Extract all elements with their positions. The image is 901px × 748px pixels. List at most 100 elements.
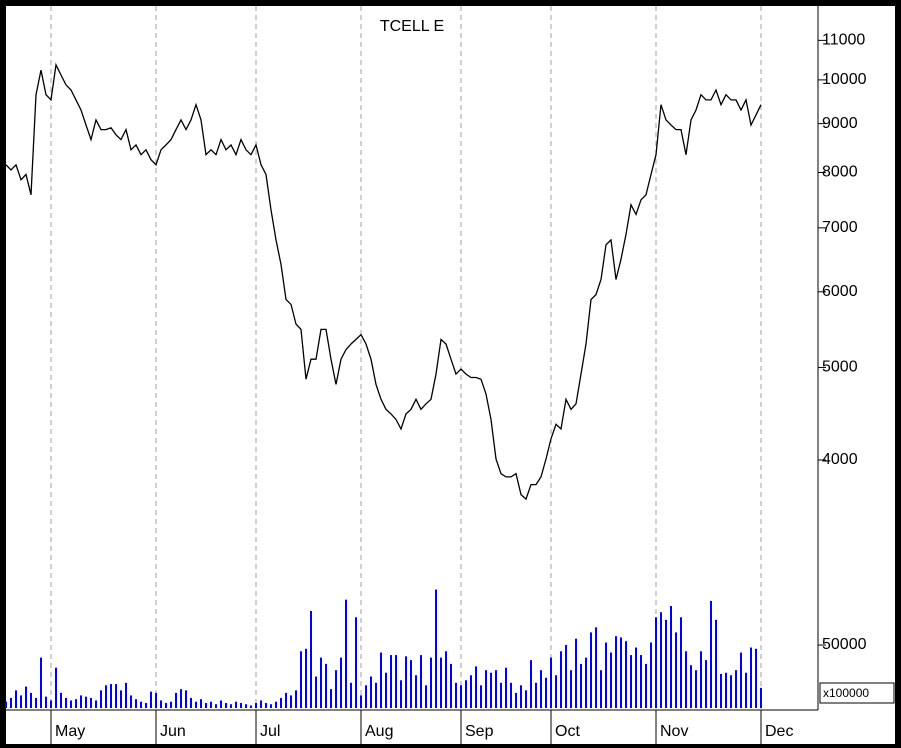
- volume-bar: [25, 686, 27, 708]
- volume-bar: [640, 655, 642, 708]
- volume-bar: [355, 617, 357, 708]
- volume-bar: [725, 672, 727, 708]
- volume-bar: [735, 670, 737, 708]
- volume-bar: [245, 704, 247, 708]
- volume-bar: [635, 647, 637, 708]
- volume-bar: [440, 657, 442, 708]
- volume-bar: [620, 637, 622, 708]
- volume-bar: [260, 700, 262, 708]
- volume-bar: [85, 696, 87, 708]
- volume-bar: [595, 627, 597, 708]
- volume-bar: [230, 704, 232, 708]
- volume-bar: [650, 642, 652, 708]
- x-tick-label: Jul: [260, 723, 280, 740]
- volume-bar: [175, 692, 177, 708]
- volume-bar: [450, 663, 452, 708]
- volume-bar: [150, 691, 152, 708]
- volume-bar: [370, 676, 372, 708]
- axis-label: x100000: [823, 686, 869, 700]
- volume-bar: [225, 702, 227, 708]
- volume-bar: [10, 697, 12, 708]
- volume-bar: [55, 667, 57, 708]
- y-tick-label: 6000: [822, 283, 858, 300]
- volume-bar: [515, 692, 517, 708]
- volume-bar: [645, 663, 647, 708]
- volume-bar: [590, 632, 592, 708]
- volume-bar: [600, 670, 602, 708]
- volume-bar: [65, 697, 67, 708]
- volume-bar: [5, 701, 7, 708]
- volume-bar: [135, 699, 137, 708]
- volume-bar: [455, 682, 457, 708]
- volume-bar: [340, 657, 342, 708]
- volume-bar: [535, 682, 537, 708]
- volume-bar: [125, 682, 127, 708]
- volume-bar: [540, 670, 542, 708]
- volume-bar: [90, 697, 92, 708]
- volume-bar: [70, 700, 72, 708]
- x-tick-label: Nov: [660, 723, 688, 740]
- volume-bar: [265, 702, 267, 708]
- volume-bar: [20, 695, 22, 708]
- x-tick-label: Dec: [765, 723, 793, 740]
- volume-bar: [665, 619, 667, 708]
- volume-bar: [215, 704, 217, 708]
- volume-bar: [275, 701, 277, 708]
- volume-bar: [585, 657, 587, 708]
- volume-bar: [465, 680, 467, 708]
- volume-bar: [420, 655, 422, 708]
- volume-bar: [250, 705, 252, 708]
- volume-bar: [100, 690, 102, 708]
- volume-bar: [675, 632, 677, 708]
- volume-bar: [555, 675, 557, 708]
- volume-bar: [155, 692, 157, 708]
- volume-bar: [570, 670, 572, 708]
- volume-bar: [485, 670, 487, 708]
- volume-bar: [360, 695, 362, 708]
- volume-bar: [415, 675, 417, 708]
- volume-bar: [505, 667, 507, 708]
- volume-bar: [200, 699, 202, 708]
- volume-bar: [165, 702, 167, 708]
- volume-bar: [435, 589, 437, 708]
- volume-bar: [410, 660, 412, 708]
- y-tick-label: 50000: [822, 636, 867, 653]
- volume-bar: [760, 687, 762, 708]
- x-tick-label: Aug: [365, 723, 393, 740]
- volume-bar: [95, 700, 97, 708]
- volume-bar: [75, 699, 77, 708]
- volume-bar: [80, 695, 82, 708]
- volume-bar: [710, 600, 712, 708]
- volume-bar: [335, 670, 337, 708]
- volume-bar: [550, 657, 552, 708]
- x-tick-label: Jun: [160, 723, 186, 740]
- volume-bar: [720, 673, 722, 708]
- volume-bar: [220, 700, 222, 708]
- volume-bar: [490, 672, 492, 708]
- volume-bar: [310, 610, 312, 708]
- volume-bar: [475, 666, 477, 708]
- volume-bar: [445, 651, 447, 708]
- volume-bar: [405, 656, 407, 708]
- volume-bar: [140, 701, 142, 708]
- volume-bar: [205, 702, 207, 708]
- volume-bar: [545, 677, 547, 708]
- y-tick-label: 8000: [822, 164, 858, 181]
- volume-bar: [210, 701, 212, 708]
- volume-bar: [480, 685, 482, 708]
- volume-bar: [285, 692, 287, 708]
- volume-bar: [385, 672, 387, 708]
- volume-bar: [270, 704, 272, 708]
- volume-bar: [395, 655, 397, 708]
- volume-bar: [320, 657, 322, 708]
- volume-bar: [60, 692, 62, 708]
- volume-bar: [670, 605, 672, 708]
- volume-bar: [740, 652, 742, 708]
- y-tick-label: 10000: [822, 71, 867, 88]
- volume-bar: [195, 701, 197, 708]
- volume-bar: [400, 680, 402, 708]
- volume-bar: [705, 660, 707, 708]
- volume-bar: [305, 648, 307, 708]
- volume-bar: [345, 599, 347, 708]
